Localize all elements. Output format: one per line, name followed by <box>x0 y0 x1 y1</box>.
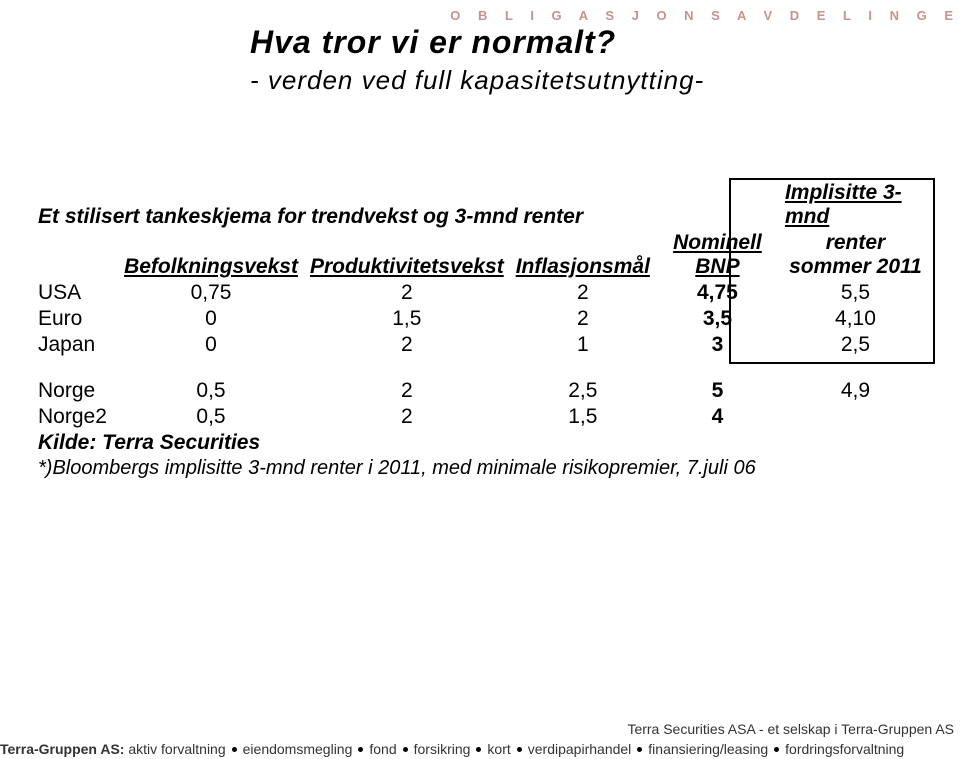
main-table: Et stilisert tankeskjema for trendvekst … <box>32 180 932 481</box>
cell: 2 <box>510 280 656 306</box>
cell: 5,5 <box>779 280 932 306</box>
page-title: Hva tror vi er normalt? <box>250 24 810 61</box>
col-renter-sommer: renter sommer 2011 <box>779 230 932 280</box>
row-label: Euro <box>32 306 118 332</box>
page-footer: Terra Securities ASA - et selskap i Terr… <box>0 711 960 759</box>
cell: 0,5 <box>118 404 304 430</box>
section-header-letters: O B L I G A S J O N S A V D E L I N G E <box>450 8 960 23</box>
cell: 0 <box>118 332 304 358</box>
cell: 0,75 <box>118 280 304 306</box>
cell: 5 <box>656 378 779 404</box>
cell: 3 <box>656 332 779 358</box>
table-row: Euro 0 1,5 2 3,5 4,10 <box>32 306 932 332</box>
row-label: Norge <box>32 378 118 404</box>
row-label: Japan <box>32 332 118 358</box>
table-row: Norge2 0,5 2 1,5 4 <box>32 404 932 430</box>
cell: 2 <box>304 378 510 404</box>
page-subtitle: - verden ved full kapasitetsutnytting- <box>250 65 810 96</box>
cell: 1,5 <box>510 404 656 430</box>
col-befolkningsvekst: Befolkningsvekst <box>118 230 304 280</box>
cell: 0 <box>118 306 304 332</box>
cell <box>779 404 932 430</box>
cell: 4 <box>656 404 779 430</box>
cell: 4,75 <box>656 280 779 306</box>
cell: 3,5 <box>656 306 779 332</box>
col-produktivitetsvekst: Produktivitetsvekst <box>304 230 510 280</box>
col-inflasjonsmal: Inflasjonsmål <box>510 230 656 280</box>
cell: 1 <box>510 332 656 358</box>
table-row: Norge 0,5 2 2,5 5 4,9 <box>32 378 932 404</box>
table-row: USA 0,75 2 2 4,75 5,5 <box>32 280 932 306</box>
cell: 2 <box>304 404 510 430</box>
cell: 2 <box>304 332 510 358</box>
table-source: Kilde: Terra Securities <box>32 430 932 456</box>
cell: 0,5 <box>118 378 304 404</box>
cell: 2,5 <box>510 378 656 404</box>
table-caption: Et stilisert tankeskjema for trendvekst … <box>32 180 779 230</box>
col-nominell-bnp: Nominell BNP <box>656 230 779 280</box>
table-row: Japan 0 2 1 3 2,5 <box>32 332 932 358</box>
cell: 2,5 <box>779 332 932 358</box>
cell: 4,9 <box>779 378 932 404</box>
cell: 2 <box>304 280 510 306</box>
imp-header-top: Implisitte 3-mnd <box>779 180 932 230</box>
cell: 2 <box>510 306 656 332</box>
row-label: Norge2 <box>32 404 118 430</box>
row-label: USA <box>32 280 118 306</box>
cell: 4,10 <box>779 306 932 332</box>
cell: 1,5 <box>304 306 510 332</box>
table-footnote: *)Bloombergs implisitte 3-mnd renter i 2… <box>32 456 932 481</box>
footer-line1: Terra Securities ASA - et selskap i Terr… <box>627 721 954 737</box>
footer-line2: Terra-Gruppen AS: aktiv forvaltningeiend… <box>0 741 960 757</box>
title-block: Hva tror vi er normalt? - verden ved ful… <box>250 24 810 96</box>
